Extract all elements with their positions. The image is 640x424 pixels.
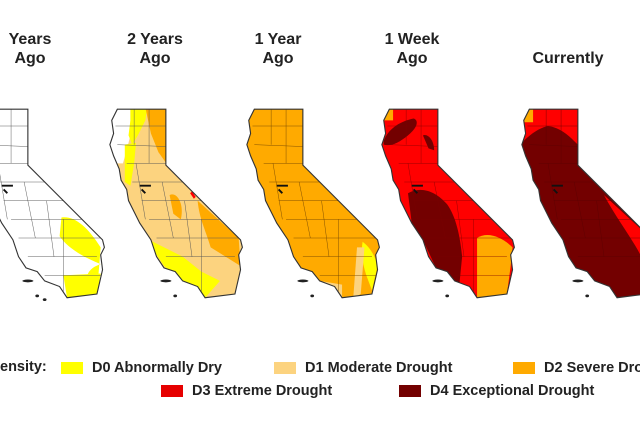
legend-label-d2: D2 Severe Dro bbox=[544, 360, 640, 376]
map-1-year-ago bbox=[246, 108, 380, 299]
legend-label-d4: D4 Exceptional Drought bbox=[430, 383, 595, 399]
swatch-d0 bbox=[61, 362, 83, 374]
legend-title: ensity: bbox=[0, 359, 47, 375]
title-line-2: Ago bbox=[14, 50, 46, 67]
map-1-week-ago bbox=[381, 108, 515, 299]
swatch-d3 bbox=[161, 385, 183, 397]
title-line-1: Years bbox=[8, 31, 52, 48]
swatch-d2 bbox=[513, 362, 535, 374]
panel-title-1-week-ago: 1 Week Ago bbox=[352, 30, 472, 68]
title-line-1: 1 Year bbox=[254, 31, 302, 48]
title-line-2: Ago bbox=[396, 50, 428, 67]
title-line-2: Ago bbox=[139, 50, 171, 67]
map-2-years-ago bbox=[109, 108, 243, 299]
swatch-d4 bbox=[399, 385, 421, 397]
title-line-2: Ago bbox=[262, 50, 294, 67]
legend-item-d0: D0 Abnormally Dry bbox=[61, 360, 222, 376]
legend-item-d1: D1 Moderate Drought bbox=[274, 360, 452, 376]
title-line-1: 2 Years bbox=[127, 31, 183, 48]
legend-item-d4: D4 Exceptional Drought bbox=[399, 383, 594, 399]
panel-title-1-year-ago: 1 Year Ago bbox=[218, 30, 338, 68]
title-line-1: Currently bbox=[532, 50, 604, 67]
title-line-1: 1 Week bbox=[384, 31, 440, 48]
legend-item-d3: D3 Extreme Drought bbox=[161, 383, 332, 399]
swatch-d1 bbox=[274, 362, 296, 374]
panel-title-3-years-ago: Years Ago bbox=[0, 30, 90, 68]
legend-item-d2: D2 Severe Dro bbox=[513, 360, 640, 376]
legend-label-d3: D3 Extreme Drought bbox=[192, 383, 333, 399]
map-3-years-ago bbox=[0, 108, 105, 301]
legend-label-d0: D0 Abnormally Dry bbox=[92, 360, 222, 376]
legend-label-d1: D1 Moderate Drought bbox=[305, 360, 453, 376]
panel-title-currently: Currently bbox=[508, 49, 628, 68]
panel-title-2-years-ago: 2 Years Ago bbox=[95, 30, 215, 68]
map-currently bbox=[521, 108, 640, 299]
